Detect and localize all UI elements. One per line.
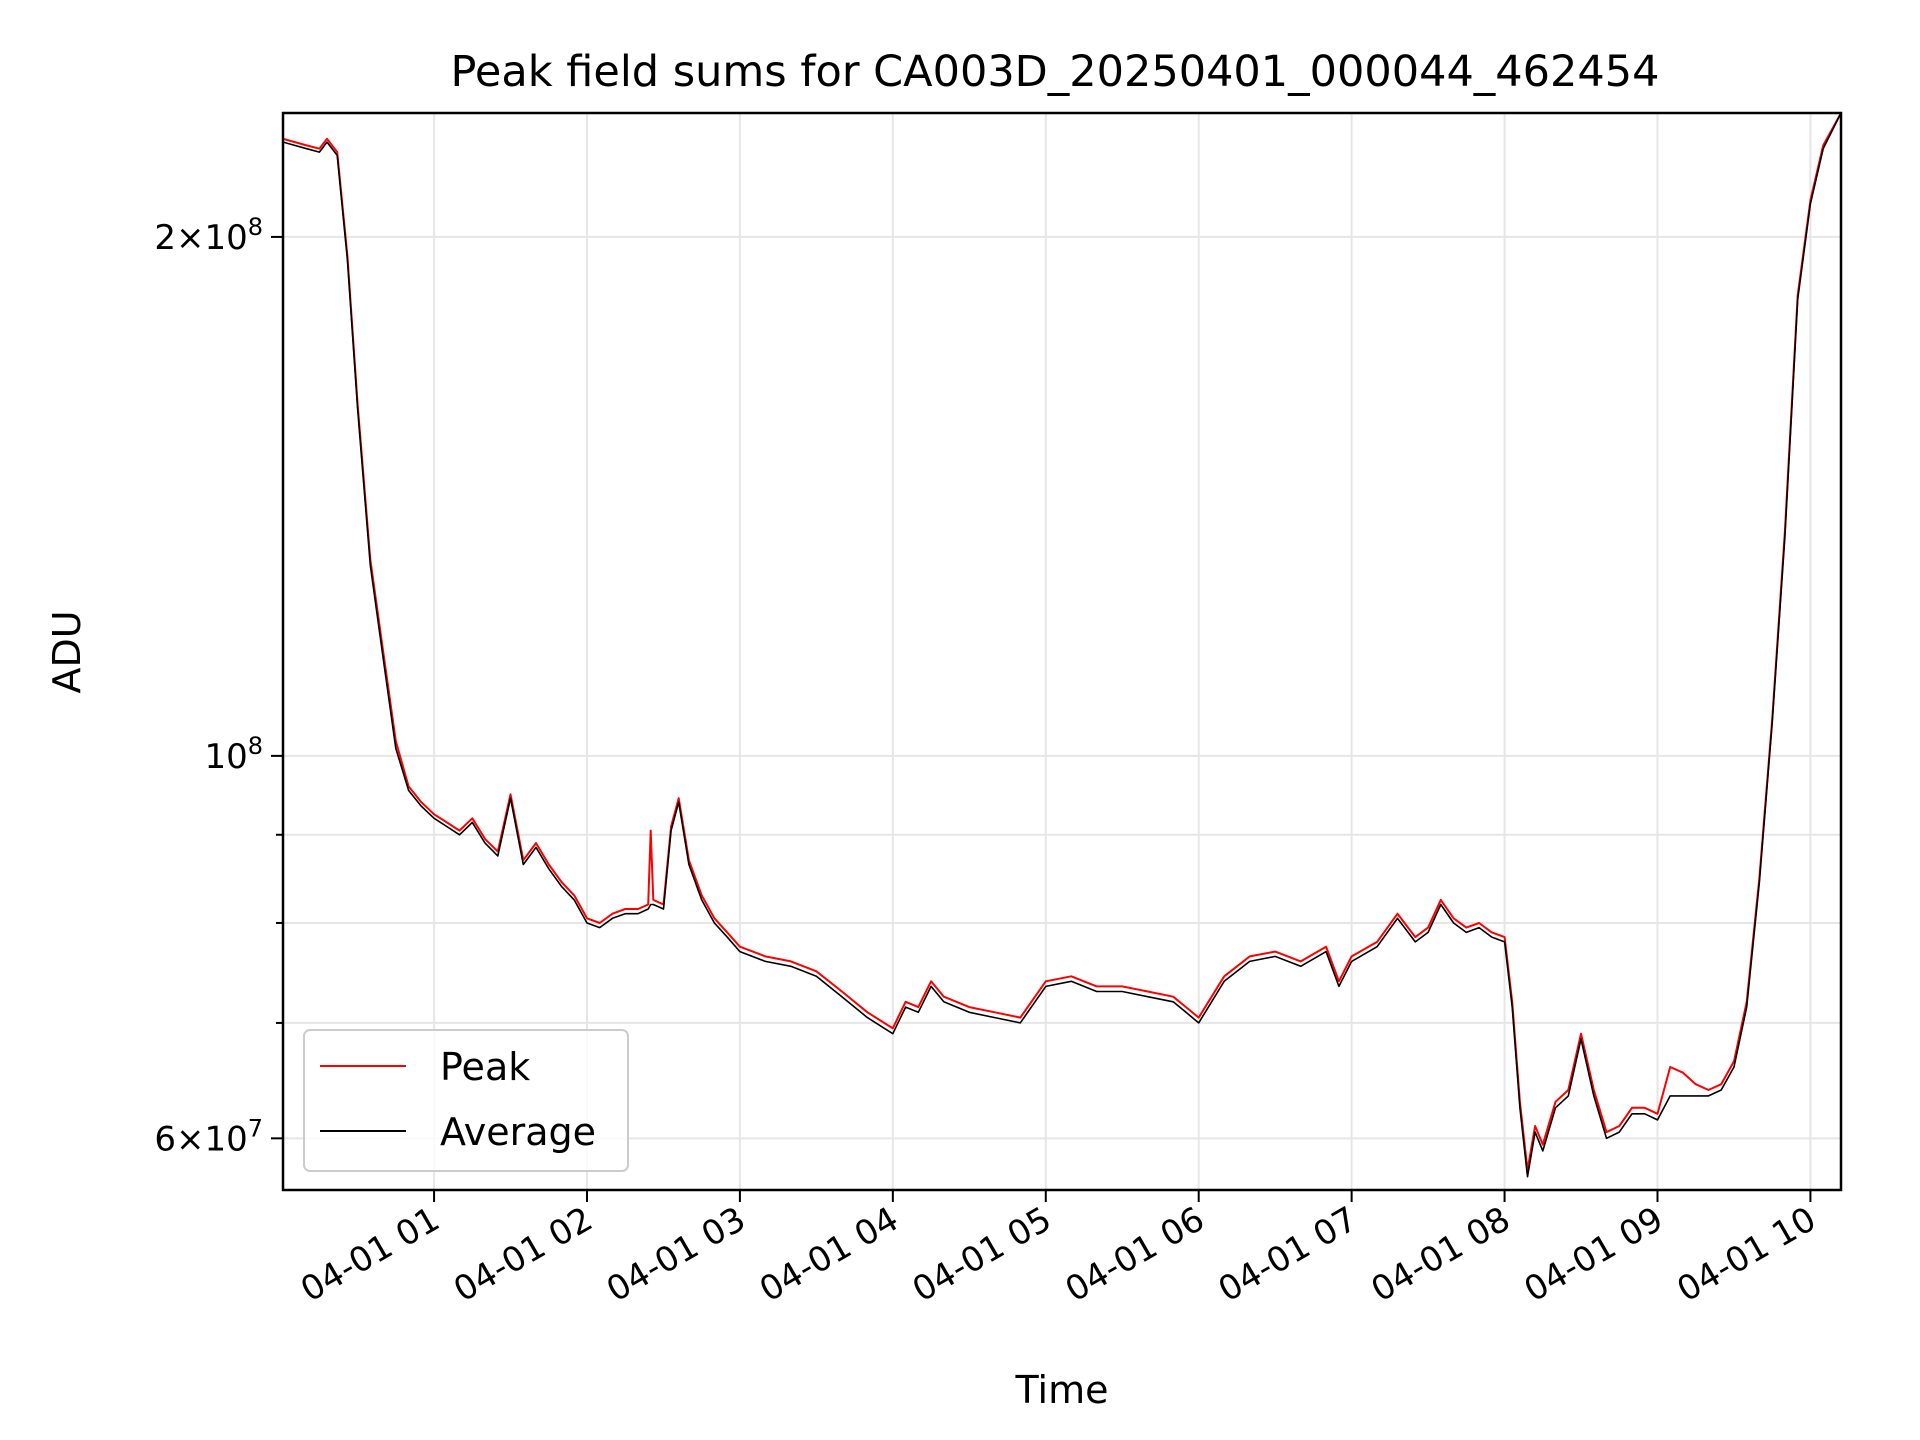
plot-frame bbox=[281, 111, 1843, 1192]
series-group bbox=[283, 113, 1841, 1178]
legend-label-average: Average bbox=[440, 1110, 596, 1154]
grid bbox=[283, 113, 1841, 1190]
series-line-peak bbox=[283, 113, 1841, 1172]
y-axis: 6×107 108 2×108 bbox=[154, 213, 283, 1159]
series-line-average bbox=[283, 113, 1841, 1178]
chart-title: Peak field sums for CA003D_20250401_0000… bbox=[451, 47, 1660, 97]
y-tick-label: 6×107 bbox=[154, 1114, 263, 1159]
x-axis-label: Time bbox=[1015, 1368, 1109, 1412]
y-axis-label: ADU bbox=[45, 610, 89, 693]
y-tick-label: 2×108 bbox=[154, 213, 263, 258]
y-tick-label: 108 bbox=[204, 732, 263, 777]
legend-label-peak: Peak bbox=[440, 1045, 530, 1089]
legend: Peak Average bbox=[303, 1029, 629, 1172]
